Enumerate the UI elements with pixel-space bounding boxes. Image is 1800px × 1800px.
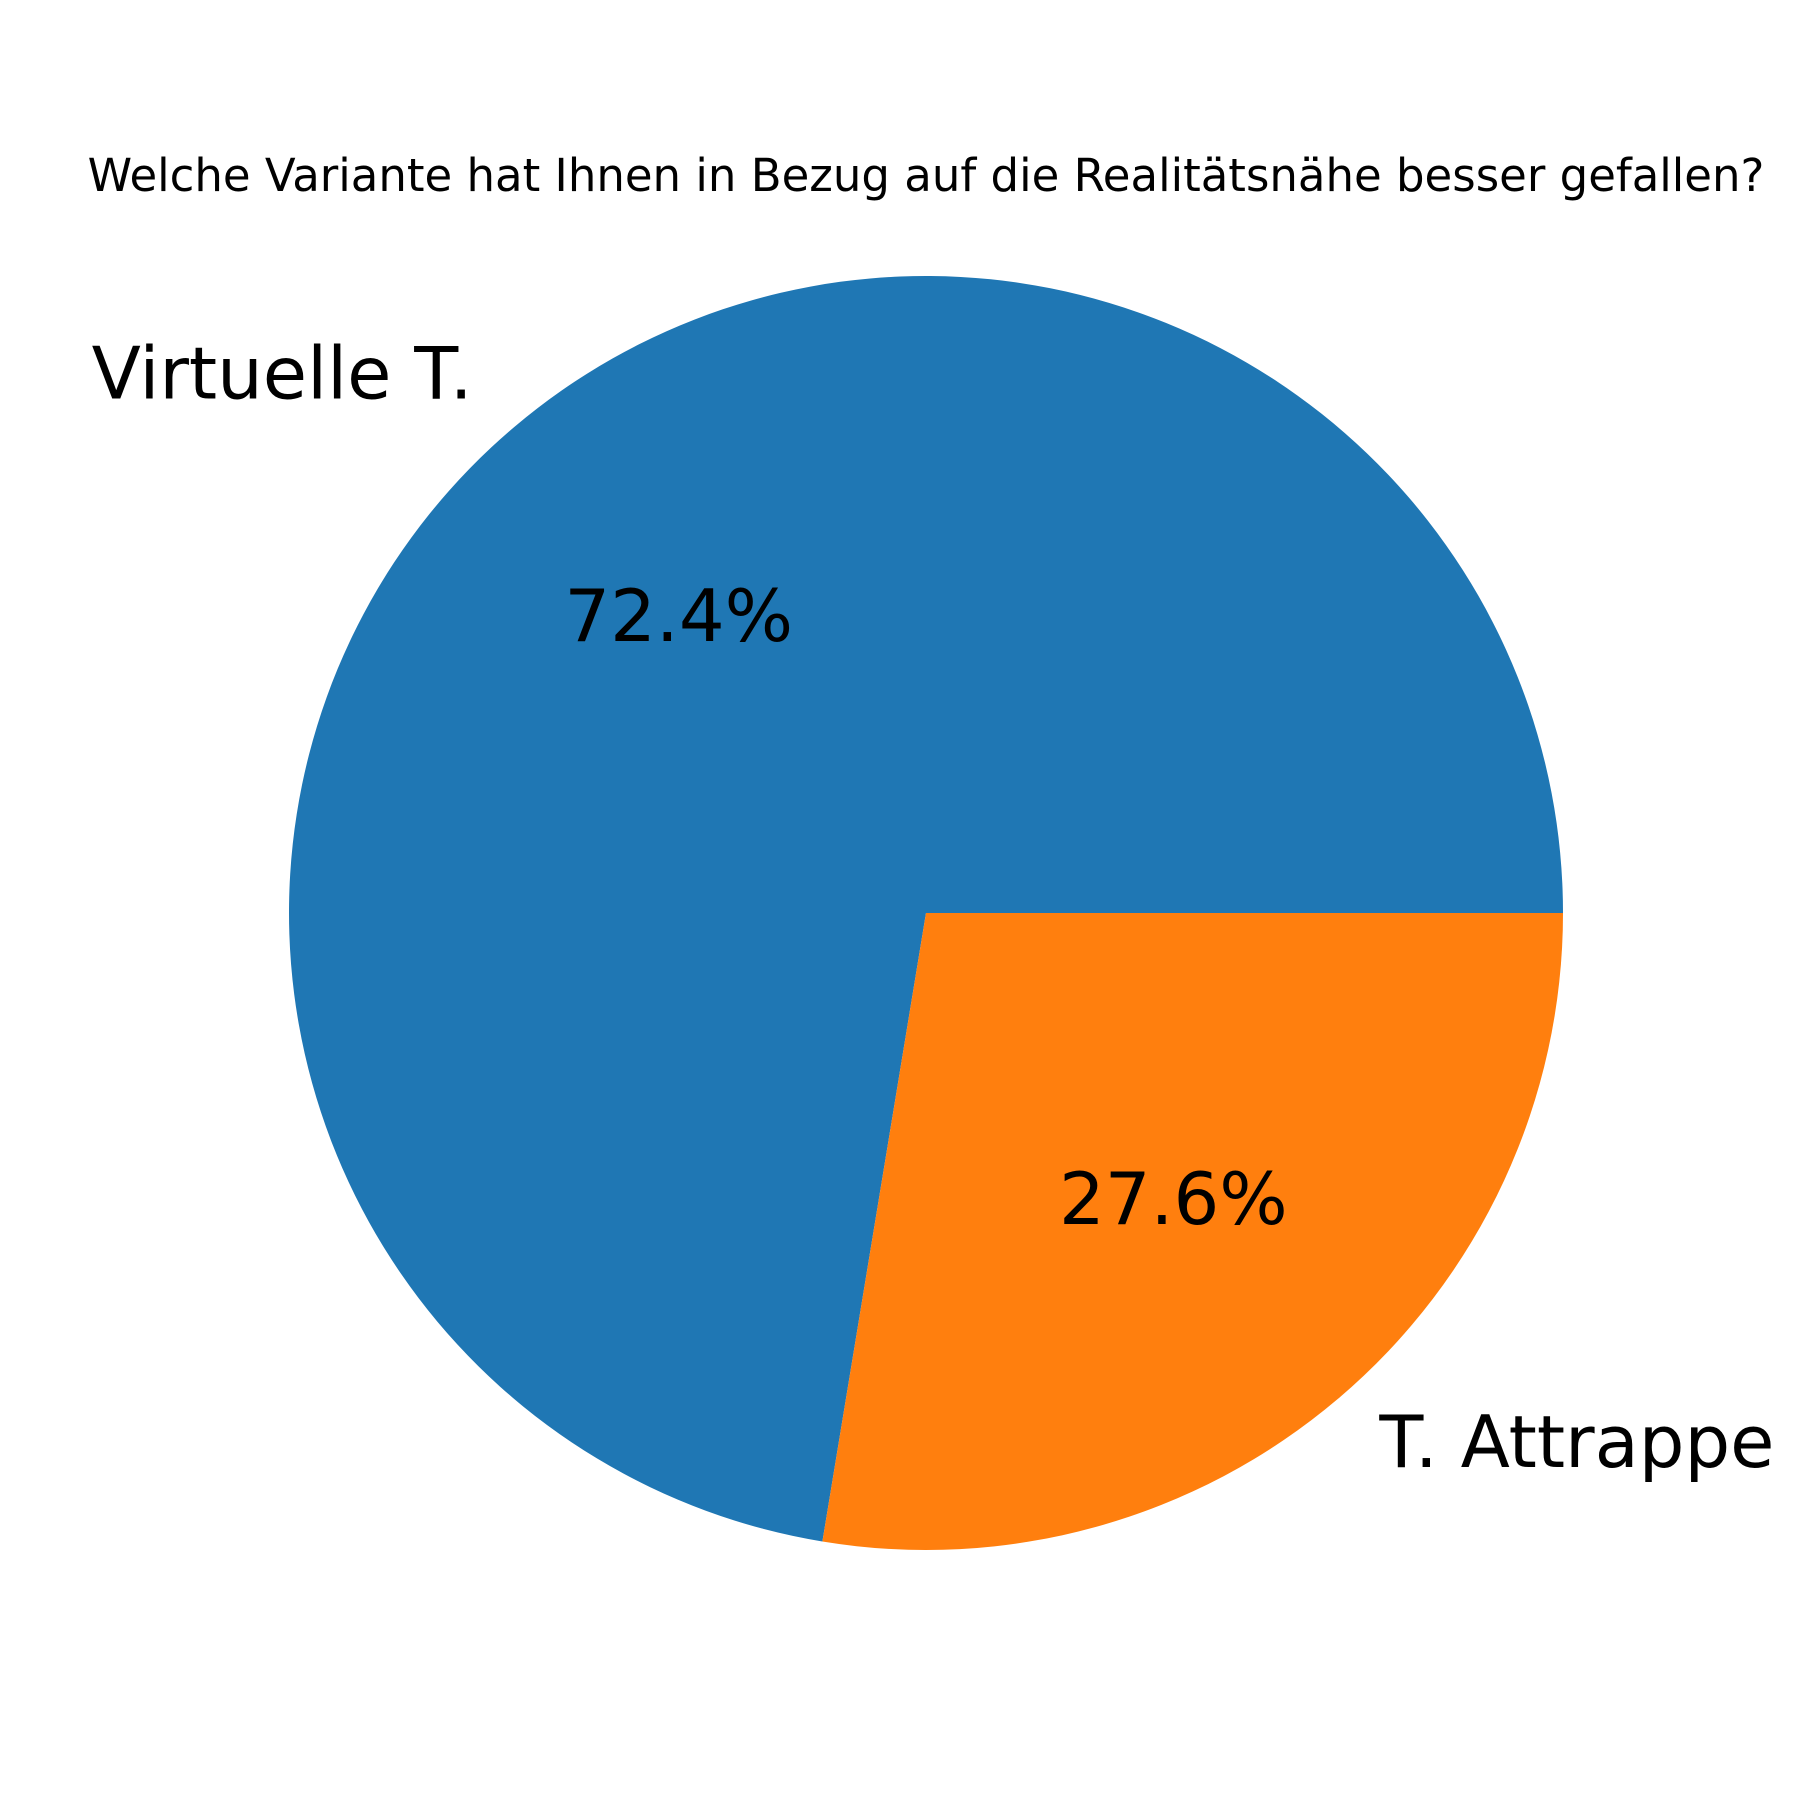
slice-value-label-2: 27.6% <box>1059 1157 1288 1241</box>
slice-category-label-2: T. Attrappe <box>1378 1400 1774 1484</box>
chart-title: Welche Variante hat Ihnen in Bezug auf d… <box>88 149 1765 202</box>
pie-slices <box>289 276 1564 1551</box>
slice-value-label-1: 72.4% <box>564 574 793 658</box>
pie-slice-1 <box>289 276 1563 1542</box>
pie-labels: Virtuelle T. 72.4% T. Attrappe 27.6% <box>92 331 1775 1484</box>
pie-slice-2 <box>822 913 1564 1551</box>
slice-category-label-1: Virtuelle T. <box>92 331 473 415</box>
